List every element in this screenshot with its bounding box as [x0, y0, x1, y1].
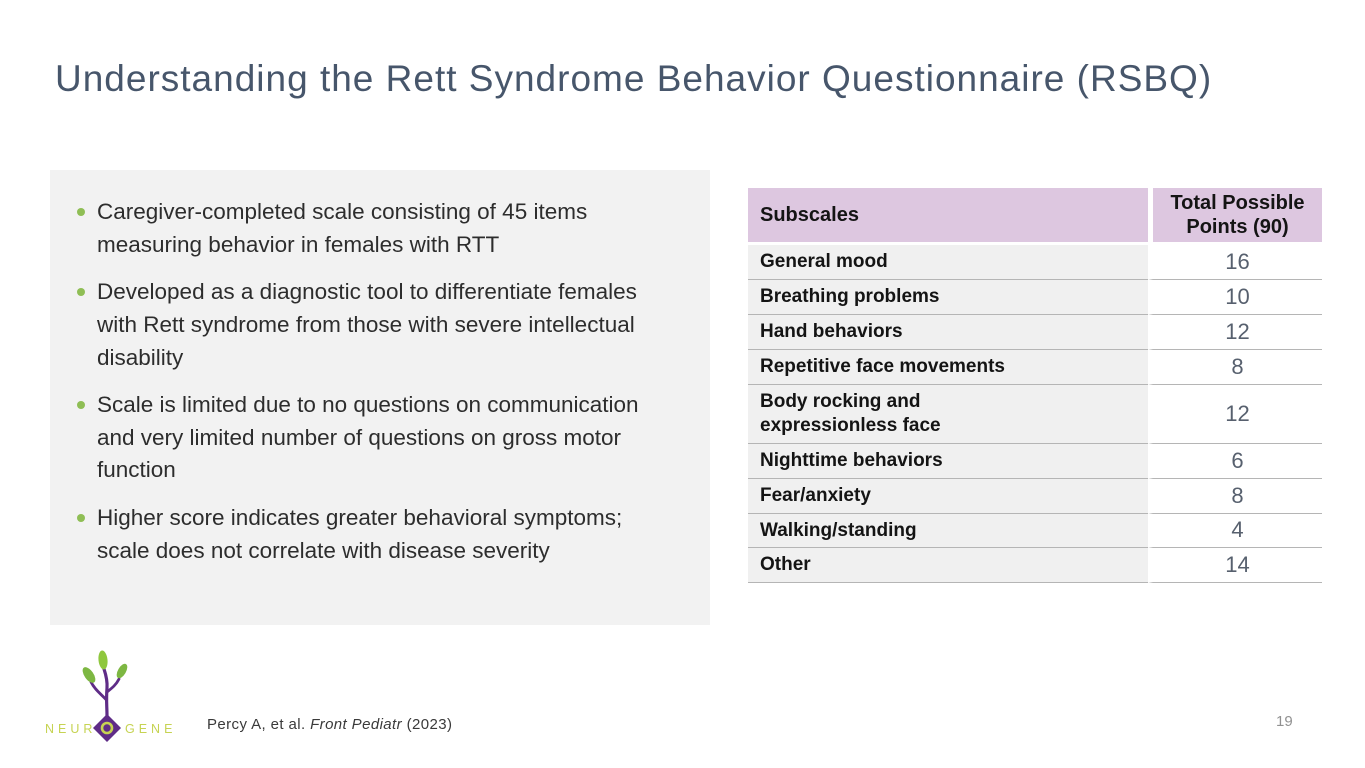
points-cell: 10	[1148, 279, 1322, 315]
subscale-name-cell: Other	[748, 548, 1148, 584]
table-row: Walking/standing 4	[748, 513, 1322, 549]
logo-tree-icon	[82, 650, 128, 742]
points-cell: 8	[1148, 478, 1322, 514]
bullet-list: Caregiver-completed scale consisting of …	[75, 196, 682, 567]
table-row: Fear/anxiety 8	[748, 478, 1322, 514]
page-title: Understanding the Rett Syndrome Behavior…	[55, 58, 1213, 99]
table-row: Repetitive face movements 8	[748, 349, 1322, 385]
citation-year: (2023)	[402, 716, 453, 733]
table-row: General mood 16	[748, 245, 1322, 280]
subscales-table-container: Subscales Total Possible Points (90) Gen…	[748, 188, 1322, 584]
bullet-item: Scale is limited due to no questions on …	[75, 389, 660, 487]
bullet-item: Higher score indicates greater behaviora…	[75, 502, 660, 567]
subscale-table-body: General mood 16 Breathing problems 10 Hand b…	[748, 245, 1322, 584]
points-cell: 12	[1148, 314, 1322, 350]
points-cell: 4	[1148, 513, 1322, 549]
points-cell: 6	[1148, 443, 1322, 479]
citation: Percy A, et al. Front Pediatr (2023)	[207, 716, 452, 733]
points-cell: 8	[1148, 349, 1322, 385]
bullet-item: Developed as a diagnostic tool to differ…	[75, 276, 660, 374]
subscales-table: Subscales Total Possible Points (90) Gen…	[748, 188, 1322, 584]
subscale-name-cell: Repetitive face movements	[748, 349, 1148, 385]
subscale-name-cell: General mood	[748, 245, 1148, 280]
logo-text-left: NEUR	[45, 722, 96, 736]
table-row: Body rocking and expressionless face 12	[748, 384, 1322, 444]
points-cell: 16	[1148, 245, 1322, 280]
subscales-column-header: Subscales	[748, 188, 1148, 245]
table-row: Hand behaviors 12	[748, 314, 1322, 350]
table-row: Nighttime behaviors 6	[748, 443, 1322, 479]
subscale-name-cell: Breathing problems	[748, 279, 1148, 315]
subscale-name-cell: Hand behaviors	[748, 314, 1148, 350]
neurogene-logo: NEUR GENE	[45, 650, 175, 742]
table-header-row: Subscales Total Possible Points (90)	[748, 188, 1322, 245]
citation-journal: Front Pediatr	[310, 716, 403, 733]
table-row: Other 14	[748, 548, 1322, 584]
points-cell: 14	[1148, 548, 1322, 584]
subscale-name-cell: Body rocking and expressionless face	[748, 384, 1148, 444]
subscale-name-cell: Walking/standing	[748, 513, 1148, 549]
bullet-item: Caregiver-completed scale consisting of …	[75, 196, 660, 261]
total-points-column-header: Total Possible Points (90)	[1148, 188, 1322, 245]
citation-authors: Percy A, et al.	[207, 716, 311, 733]
subscale-name-cell: Nighttime behaviors	[748, 443, 1148, 479]
points-cell: 12	[1148, 384, 1322, 444]
subscale-name-cell: Fear/anxiety	[748, 478, 1148, 514]
bullet-content-box: Caregiver-completed scale consisting of …	[50, 170, 710, 625]
page-number: 19	[1276, 713, 1293, 730]
logo-text-right: GENE	[125, 722, 175, 736]
table-row: Breathing problems 10	[748, 279, 1322, 315]
